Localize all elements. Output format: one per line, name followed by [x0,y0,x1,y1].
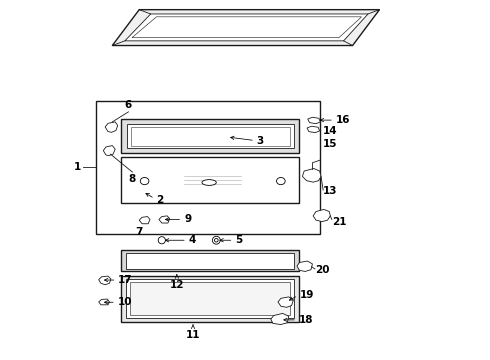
Polygon shape [103,145,115,156]
Text: 16: 16 [335,115,350,125]
Text: 8: 8 [128,174,136,184]
Bar [125,253,294,269]
Bar [122,250,299,271]
Polygon shape [159,216,170,223]
Text: 3: 3 [256,136,264,146]
Ellipse shape [140,177,149,185]
Ellipse shape [202,180,216,185]
Polygon shape [271,314,289,324]
Text: 13: 13 [323,186,338,197]
Text: 18: 18 [298,315,313,325]
Text: 11: 11 [186,330,200,340]
Bar [122,119,299,153]
Text: 15: 15 [323,139,338,149]
Bar [126,279,294,318]
Bar [126,124,294,148]
Polygon shape [125,14,368,41]
Polygon shape [302,168,321,182]
Text: 10: 10 [117,297,132,307]
Polygon shape [297,261,313,271]
Polygon shape [313,210,330,222]
Polygon shape [112,10,379,45]
Polygon shape [139,217,150,224]
Text: 4: 4 [188,235,196,245]
Bar [96,101,320,234]
Text: 9: 9 [184,215,191,224]
Ellipse shape [215,238,218,242]
Polygon shape [278,297,294,307]
Bar [122,157,299,203]
Text: 21: 21 [332,217,346,227]
Text: 7: 7 [136,226,143,237]
Polygon shape [105,122,118,132]
Polygon shape [132,17,362,38]
Text: 5: 5 [235,235,242,245]
Polygon shape [98,299,109,305]
Ellipse shape [276,177,285,185]
Text: 1: 1 [74,162,81,172]
Bar [130,282,290,315]
Text: 14: 14 [323,126,338,136]
Bar [131,127,290,145]
Polygon shape [308,117,320,124]
Text: 2: 2 [156,195,163,205]
Text: 12: 12 [170,280,184,290]
Ellipse shape [212,236,220,244]
Text: 6: 6 [125,100,132,110]
Text: 20: 20 [315,265,329,275]
Polygon shape [307,126,319,133]
Text: 19: 19 [299,290,314,300]
Polygon shape [98,276,111,285]
Text: 17: 17 [118,275,133,285]
Bar [122,276,299,321]
Ellipse shape [158,237,166,244]
